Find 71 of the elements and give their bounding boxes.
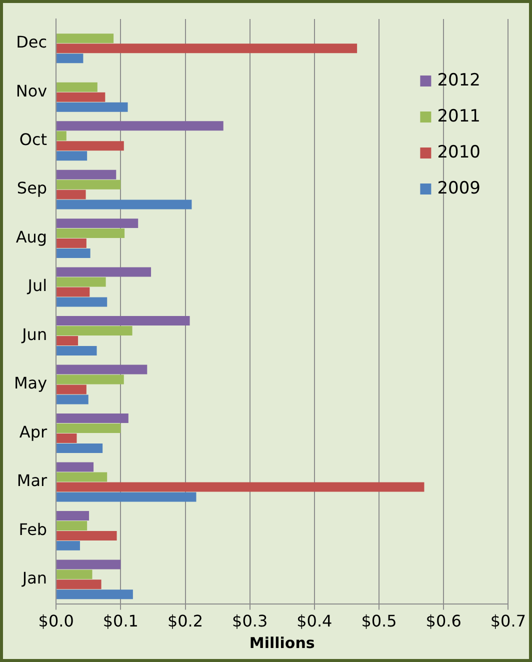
bar <box>56 520 88 530</box>
bar <box>56 180 121 190</box>
bar <box>56 151 88 161</box>
bar <box>56 326 132 336</box>
legend-label: 2011 <box>437 106 480 126</box>
bar <box>56 414 128 423</box>
bar <box>56 443 103 453</box>
bar <box>56 530 117 540</box>
bar <box>56 190 86 200</box>
bar <box>56 510 90 520</box>
bar <box>56 590 133 600</box>
y-tick-label: Sep <box>16 178 48 198</box>
bar <box>56 580 102 590</box>
bar <box>56 54 84 64</box>
bar <box>56 238 86 248</box>
bar <box>56 394 88 404</box>
bar <box>56 218 138 228</box>
legend-label: 2012 <box>437 70 480 90</box>
bar <box>56 228 125 238</box>
y-tick-label: Feb <box>18 520 48 539</box>
bar <box>56 492 196 502</box>
bar <box>56 384 86 394</box>
bar <box>56 316 190 326</box>
bar <box>56 170 116 180</box>
y-tick-label: Jan <box>21 568 48 588</box>
y-tick-label: Oct <box>19 130 48 149</box>
bar <box>56 433 77 443</box>
x-tick-label: $0.4 <box>296 612 332 631</box>
y-tick-label: Jun <box>21 324 48 344</box>
bar <box>56 141 124 151</box>
bar <box>56 102 128 112</box>
bar <box>56 200 192 210</box>
bar <box>56 482 424 492</box>
x-tick-label: $0.1 <box>102 612 138 631</box>
bar <box>56 248 90 258</box>
legend-label: 2009 <box>437 178 480 198</box>
bar <box>56 560 121 570</box>
bar <box>56 472 108 482</box>
bar <box>56 346 97 356</box>
y-tick-label: Jul <box>26 276 48 296</box>
bar <box>56 462 94 472</box>
y-tick-label: Dec <box>16 32 48 52</box>
bar <box>56 267 152 277</box>
bar <box>56 540 80 550</box>
bar <box>56 423 121 433</box>
bar <box>56 297 108 307</box>
y-tick-label: Nov <box>16 81 48 100</box>
bar <box>56 374 124 384</box>
x-tick-label: $0.5 <box>361 612 397 631</box>
y-tick-label: Aug <box>16 227 48 246</box>
x-tick-label: $0.2 <box>167 612 204 631</box>
bar <box>56 336 78 346</box>
bar <box>56 92 106 102</box>
bar <box>56 287 90 297</box>
x-tick-label: $0.3 <box>232 612 268 631</box>
x-tick-label: $0.7 <box>490 612 526 631</box>
bar <box>56 44 358 54</box>
y-tick-label: Mar <box>16 471 48 490</box>
bar <box>56 34 114 44</box>
y-tick-label: Apr <box>19 422 48 442</box>
bar <box>56 82 98 92</box>
bar <box>56 364 148 374</box>
x-axis-title: Millions <box>249 634 315 652</box>
x-tick-label: $0.0 <box>38 612 74 631</box>
bar <box>56 121 224 131</box>
bar <box>56 570 92 580</box>
x-tick-label: $0.6 <box>426 612 462 631</box>
y-tick-label: May <box>14 374 48 393</box>
bar <box>56 277 106 287</box>
legend-label: 2010 <box>437 142 480 162</box>
bar <box>56 131 66 141</box>
